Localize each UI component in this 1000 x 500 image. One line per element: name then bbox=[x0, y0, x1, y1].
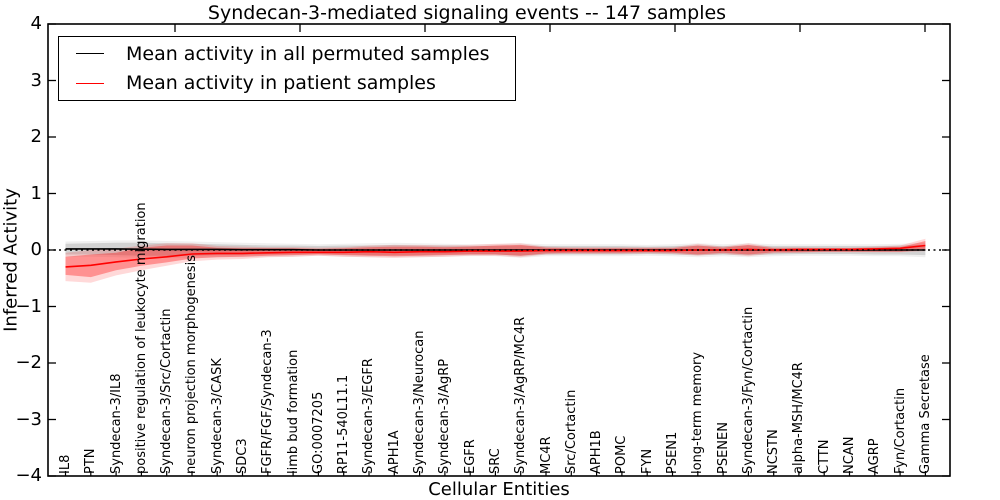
x-tick-label: limb bud formation bbox=[285, 349, 301, 474]
mean-patient-line bbox=[65, 244, 926, 268]
x-tick-label: Syndecan-3/CASK bbox=[209, 358, 225, 474]
x-tick-label: Syndecan-3/AgRP bbox=[437, 358, 453, 474]
x-tick-label: APH1B bbox=[589, 430, 605, 474]
x-tick-label: APH1A bbox=[386, 430, 402, 474]
x-tick-label: PSENEN bbox=[715, 422, 731, 474]
chart-title: Syndecan-3-mediated signaling events -- … bbox=[207, 2, 727, 24]
x-tick-label: neuron projection morphogenesis bbox=[184, 255, 200, 474]
x-tick-label: positive regulation of leukocyte migrati… bbox=[133, 202, 149, 474]
x-tick-label: NCSTN bbox=[766, 429, 782, 474]
x-tick-label: RP11-540L11.1 bbox=[336, 374, 352, 474]
x-tick-label: GO:0007205 bbox=[310, 391, 326, 474]
x-tick-label: Src/Cortactin bbox=[563, 389, 579, 474]
y-tick-label: −2 bbox=[15, 352, 42, 373]
y-tick-label: −3 bbox=[15, 408, 42, 430]
x-tick-label: alpha-MSH/MC4R bbox=[791, 362, 807, 474]
x-tick-label: NCAN bbox=[842, 436, 858, 474]
x-tick-label: MC4R bbox=[538, 436, 554, 474]
y-tick-label: −1 bbox=[15, 295, 42, 317]
legend-line-swatch-patient bbox=[76, 82, 104, 84]
x-tick-label: SDC3 bbox=[235, 438, 251, 474]
x-tick-label: POMC bbox=[614, 435, 630, 474]
x-tick-label: Syndecan-3/EGFR bbox=[361, 358, 377, 474]
x-tick-label: PSEN1 bbox=[664, 431, 680, 474]
x-tick-label: FYN bbox=[639, 448, 655, 474]
x-tick-label: Syndecan-3/Fyn/Cortactin bbox=[740, 306, 756, 474]
x-tick-label: PTN bbox=[83, 448, 99, 474]
x-tick-label: FGFR/FGF/Syndecan-3 bbox=[260, 329, 276, 474]
y-tick-label: 0 bbox=[30, 239, 42, 260]
y-tick-label: −4 bbox=[15, 465, 42, 486]
legend-label-patient: Mean activity in patient samples bbox=[126, 72, 436, 95]
x-tick-label: Fyn/Cortactin bbox=[892, 387, 908, 474]
x-tick-label: CTTN bbox=[816, 439, 832, 474]
y-tick-label: 1 bbox=[30, 182, 42, 204]
legend-label-permuted: Mean activity in all permuted samples bbox=[126, 42, 490, 65]
x-axis-label: Cellular Entities bbox=[428, 479, 570, 500]
y-tick-label: 3 bbox=[30, 69, 42, 91]
x-tick-label: Syndecan-3/Src/Cortactin bbox=[159, 308, 175, 474]
x-tick-label: long-term memory bbox=[690, 351, 706, 474]
x-tick-label: IL8 bbox=[58, 454, 73, 474]
legend-line-swatch-permuted bbox=[76, 53, 104, 55]
y-tick-label: 2 bbox=[30, 126, 42, 147]
x-tick-label: Syndecan-3/AgRP/MC4R bbox=[513, 316, 529, 474]
x-tick-label: Syndecan-3/Neurocan bbox=[412, 330, 428, 474]
x-tick-label: Gamma Secretase bbox=[917, 354, 933, 474]
y-tick-label: 4 bbox=[30, 13, 42, 34]
band-permuted-outer bbox=[65, 240, 926, 258]
legend-item-patient: Mean activity in patient samples bbox=[59, 70, 515, 96]
x-tick-label: EGFR bbox=[462, 439, 478, 474]
x-tick-label: Syndecan-3/IL8 bbox=[108, 373, 124, 474]
legend-item-permuted: Mean activity in all permuted samples bbox=[59, 41, 515, 67]
legend: Mean activity in all permuted samples Me… bbox=[58, 36, 516, 101]
x-tick-label: SRC bbox=[487, 448, 503, 474]
x-tick-label: AGRP bbox=[867, 438, 883, 474]
